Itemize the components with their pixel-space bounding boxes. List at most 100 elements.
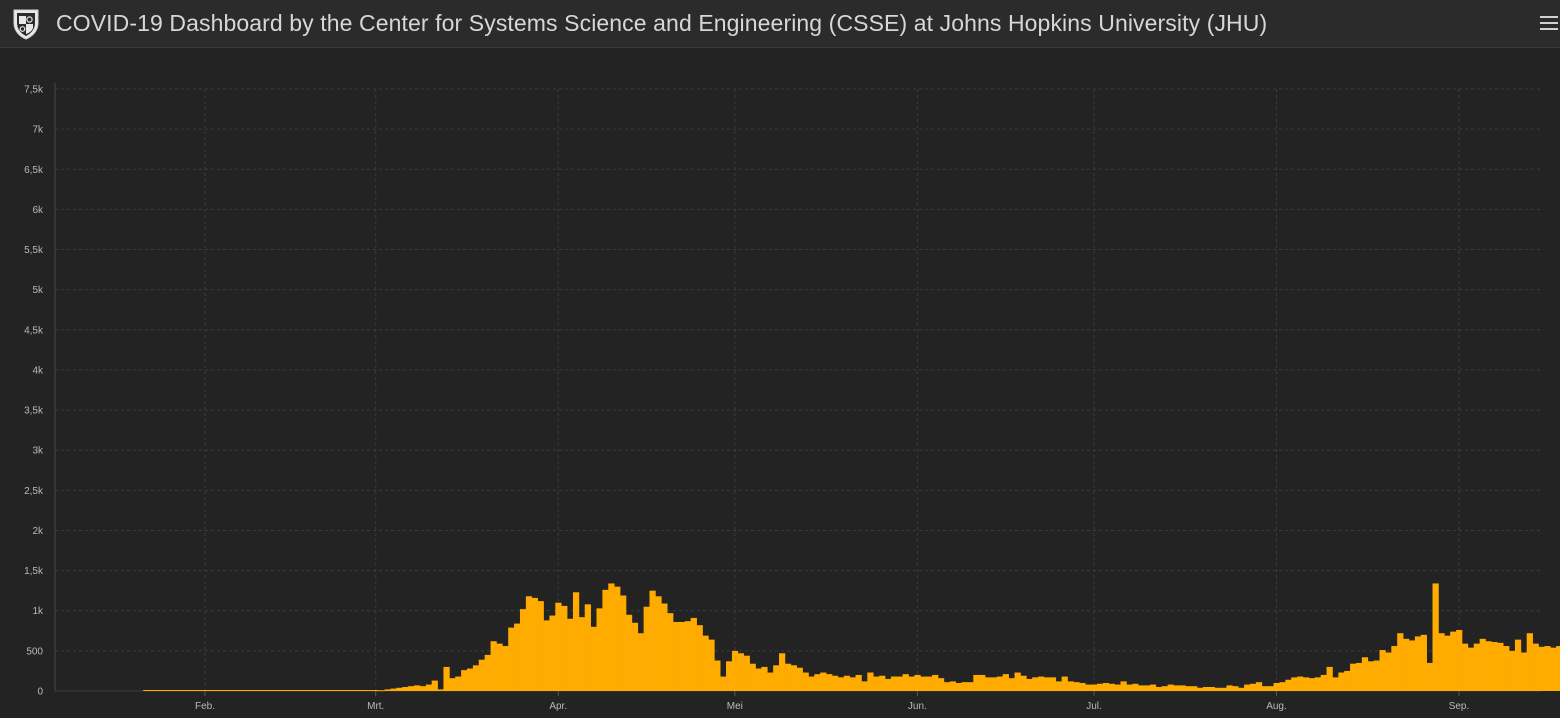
bar[interactable] [149,690,156,691]
bar[interactable] [1355,662,1363,691]
bar[interactable] [1073,682,1080,691]
bar[interactable] [1232,686,1239,691]
bar[interactable] [449,678,456,691]
bar[interactable] [1226,685,1233,691]
bar[interactable] [1556,646,1560,691]
bar[interactable] [608,583,615,691]
bar[interactable] [1403,638,1410,691]
bar[interactable] [879,675,886,691]
bar[interactable] [973,674,980,691]
bar[interactable] [1420,634,1427,691]
bar[interactable] [890,676,898,691]
bar[interactable] [496,643,503,691]
bar[interactable] [708,639,715,691]
bar[interactable] [437,689,444,691]
bar[interactable] [808,676,815,691]
bar[interactable] [584,604,591,691]
bar[interactable] [343,690,350,691]
bar[interactable] [1079,682,1086,691]
bar[interactable] [1267,686,1274,691]
bar[interactable] [331,690,338,691]
bar[interactable] [1314,677,1321,691]
bar[interactable] [184,690,191,691]
bar[interactable] [302,690,309,691]
bar[interactable] [690,617,697,691]
bar[interactable] [225,690,232,691]
bar[interactable] [319,690,327,691]
bar[interactable] [826,674,833,691]
bar[interactable] [366,690,374,691]
bar[interactable] [1202,686,1210,691]
bar[interactable] [731,650,739,691]
bar[interactable] [166,690,173,691]
bar[interactable] [1338,672,1345,691]
bar[interactable] [1485,641,1492,691]
bar[interactable] [1503,646,1510,691]
bar[interactable] [1473,643,1480,691]
bar[interactable] [1438,633,1445,691]
bar[interactable] [308,690,315,691]
bar[interactable] [849,677,856,691]
bar[interactable] [1479,638,1486,691]
bar[interactable] [1391,646,1398,691]
bar[interactable] [1261,686,1269,691]
bar[interactable] [767,672,774,691]
bar[interactable] [160,690,168,691]
bar[interactable] [1532,643,1539,691]
bar[interactable] [355,690,362,691]
bar[interactable] [667,613,674,691]
bar[interactable] [985,677,992,691]
bar[interactable] [290,690,297,691]
bar[interactable] [714,660,721,692]
bar[interactable] [1285,679,1292,691]
bar[interactable] [578,617,586,691]
bar[interactable] [349,690,356,691]
bar[interactable] [1067,681,1074,691]
bar[interactable] [219,690,226,691]
bar[interactable] [755,668,762,691]
bar[interactable] [378,690,385,692]
bar[interactable] [684,621,692,691]
bar[interactable] [914,674,921,691]
bar[interactable] [1467,647,1475,691]
bar[interactable] [625,614,633,691]
bar[interactable] [1244,684,1251,691]
bar[interactable] [1208,686,1216,691]
bar[interactable] [1491,642,1498,691]
bar[interactable] [143,690,150,691]
bar[interactable] [1020,675,1027,691]
bar[interactable] [390,688,397,691]
bar[interactable] [990,677,998,691]
bar[interactable] [461,670,468,691]
bar[interactable] [967,682,974,691]
bar[interactable] [1550,647,1557,691]
bar[interactable] [1326,666,1333,691]
bar[interactable] [249,690,256,691]
bar[interactable] [296,690,303,691]
bar[interactable] [855,674,862,691]
bar[interactable] [1385,652,1392,691]
bar[interactable] [419,686,427,691]
bar[interactable] [643,606,650,691]
bar[interactable] [1509,650,1516,691]
bar[interactable] [1144,685,1151,691]
bar[interactable] [902,674,909,691]
bar[interactable] [1185,686,1192,691]
bar[interactable] [1444,635,1451,691]
bar[interactable] [896,676,903,691]
bar[interactable] [631,622,639,691]
bar[interactable] [802,672,809,691]
bar[interactable] [1032,677,1039,691]
bar[interactable] [266,690,274,691]
bar[interactable] [602,589,609,691]
bar[interactable] [979,674,986,691]
bar[interactable] [549,615,556,691]
bar[interactable] [1108,683,1115,691]
bar[interactable] [620,595,627,691]
bar[interactable] [525,596,533,691]
bar[interactable] [1191,686,1198,691]
bar[interactable] [861,681,868,691]
bar[interactable] [1238,687,1245,691]
bar[interactable] [1426,662,1433,691]
bar[interactable] [932,674,939,691]
